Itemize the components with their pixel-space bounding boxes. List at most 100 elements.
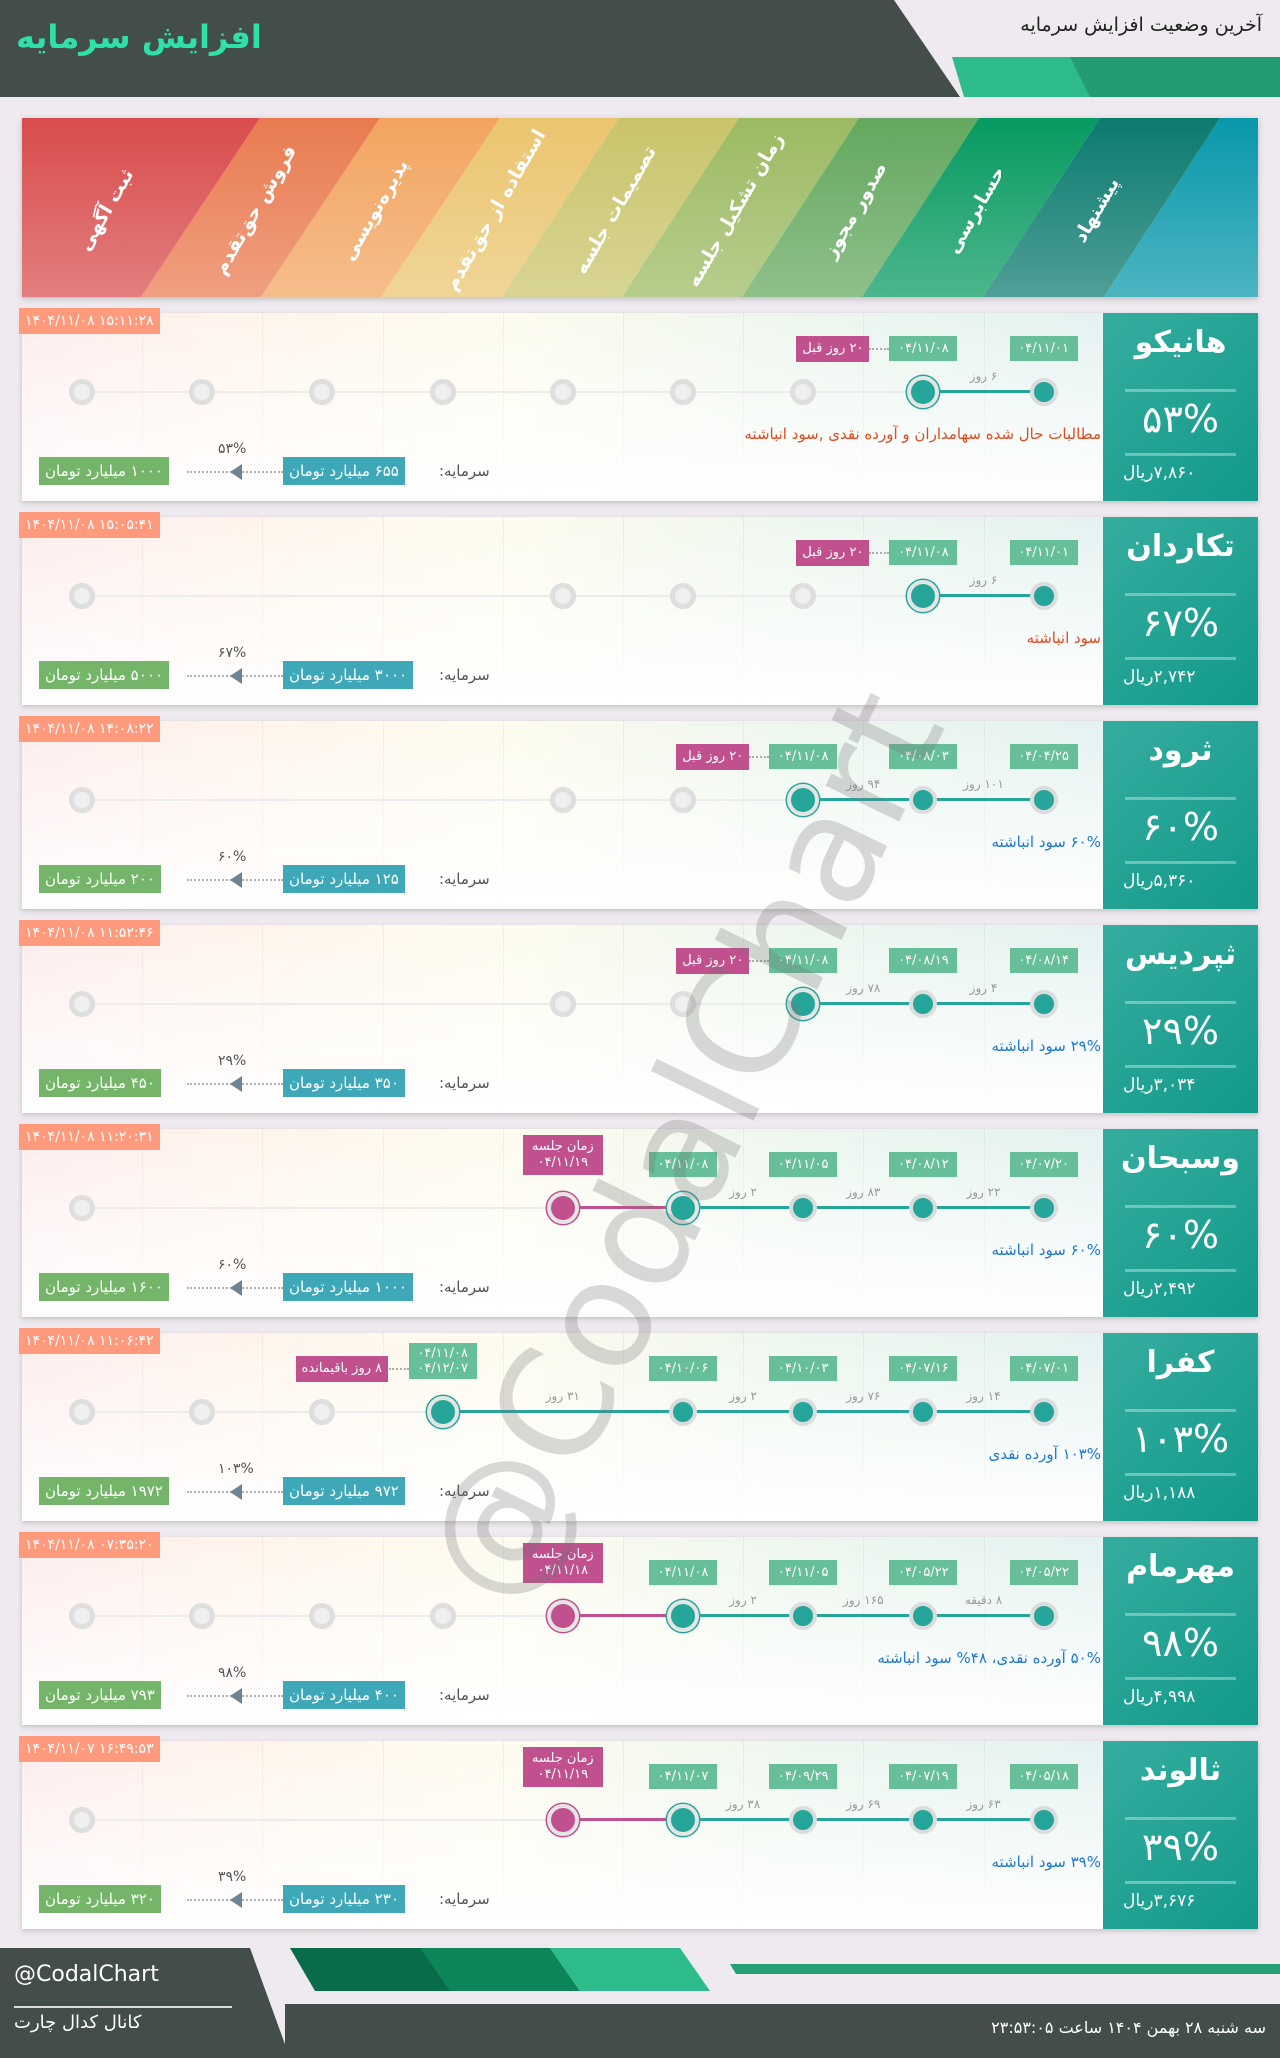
panel-divider [1125,797,1236,800]
stage-date-text: ۰۴/۰۸/۱۹ [898,953,949,968]
stage-date: ۰۴/۱۱/۰۱ [1009,336,1078,361]
timeline-segment [562,1614,683,1617]
days-badge: ۲۰ روز قبل [676,948,750,974]
stage-current-dot [787,784,820,816]
list-item[interactable]: ۰۴/۱۱/۰۸ ۲۰ روز قبل ۰۴/۱۱/۰۱ ۶ روز سود انباش… [19,512,1258,705]
footer-divider [14,2006,232,2008]
panel-divider [1125,1269,1236,1272]
stage-pending-dot [429,1603,456,1629]
stage-done-dot [909,990,938,1018]
funding-source: ۵۰% آورده نقدی، ۴۸% سود انباشته [877,1649,1101,1667]
stage-pending-dot [309,1603,336,1629]
stage-date-text: ۰۴/۰۸/۱۴ [1018,953,1069,968]
current-capital: ۶۵۵ میلیارد تومان [283,457,405,485]
meeting-date-badge: زمان جلسه ۰۴/۱۱/۱۹ [522,1135,603,1175]
panel-divider [1125,1613,1236,1616]
timestamp-badge: ۱۴۰۴/۱۱/۰۸ ۰۷:۳۵:۲۰ [19,1532,160,1558]
footer-channel: کانال کدال چارت [14,2012,142,2033]
stage-gap-label: ۲ روز [729,1389,757,1403]
symbol-name[interactable]: ثپردیس [1124,937,1237,972]
stage-date: ۰۴/۰۴/۲۵ [1009,744,1078,769]
meeting-date-badge: زمان جلسه ۰۴/۱۱/۱۸ [522,1543,603,1583]
panel-divider [1125,1817,1236,1820]
stage-date: ۰۴/۰۸/۰۳ [889,744,958,769]
increase-percent-large: ۶۰% [1142,1213,1219,1257]
symbol-name[interactable]: ثالوند [1139,1753,1222,1788]
timestamp-badge: ۱۴۰۴/۱۱/۰۸ ۱۴:۰۸:۲۲ [19,716,160,742]
capital-label: سرمایه: [439,1686,490,1704]
symbol-name[interactable]: تکاردان [1126,529,1235,564]
symbol-panel: تکاردان ۶۷% ۲,۷۴۲ریال [1103,517,1258,705]
stage-pending-dot [549,583,576,609]
stage-date: ۰۴/۱۰/۰۶ [649,1356,717,1381]
meeting-date: ۰۴/۱۱/۱۹ [537,1155,589,1170]
timeline-segment [923,1206,1044,1209]
share-price: ۱,۱۸۸ریال [1123,1483,1196,1503]
share-price: ۲,۴۹۲ریال [1123,1279,1196,1299]
capital-label: سرمایه: [439,462,490,480]
panel-divider [1125,657,1236,660]
stage-meeting-dot [546,1192,579,1224]
stage-gap-label: ۲ روز [729,1185,757,1199]
days-badge: ۲۰ روز قبل [676,744,750,770]
current-capital: ۱۲۵ میلیارد تومان [283,865,405,893]
list-item[interactable]: زمان جلسه ۰۴/۱۱/۱۹ ۰۴/۱۱/۰۸ ۰۴/۱۱/۰۵ ۰۴/۰۸/۱… [19,1124,1258,1317]
timeline-segment [923,390,1044,393]
stage-done-dot [1029,1602,1058,1630]
stage-done-dot [909,786,938,814]
list-item[interactable]: ۰۴/۱۱/۰۸ ۲۰ روز قبل ۰۴/۰۸/۱۹ ۰۴/۰۸/۱۴ ۴ روز ۷… [19,920,1258,1113]
list-item[interactable]: زمان جلسه ۰۴/۱۱/۱۸ ۰۴/۱۱/۰۸ ۰۴/۱۱/۰۵ ۰۴/۰۵/۲… [19,1532,1258,1725]
target-capital: ۷۹۳ میلیارد تومان [39,1681,161,1709]
arrow-left-icon [230,464,242,480]
timeline-segment [923,594,1044,597]
timestamp-badge: ۱۴۰۴/۱۱/۰۸ ۱۵:۱۱:۲۸ [19,308,160,334]
arrow-left-icon [230,1280,242,1296]
target-capital: ۱۹۷۲ میلیارد تومان [39,1477,169,1505]
timeline-segment [803,1818,924,1821]
increase-percent: ۶۷% [218,645,247,661]
stage-current-dot [667,1192,699,1224]
symbol-panel: مهرمام ۹۸% ۴,۹۹۸ریال [1103,1537,1258,1725]
capital-label: سرمایه: [439,1278,490,1296]
stage-pending-dot [670,787,696,813]
stage-date: ۰۴/۱۱/۰۸ [889,336,958,361]
list-item[interactable]: ۰۴/۱۱/۰۸ ۰۴/۱۲/۰۷ ۸ روز باقیمانده ۰۴/۱۰/۰۶ ۰… [19,1328,1258,1521]
symbol-name[interactable]: کفرا [1146,1345,1215,1380]
current-capital: ۴۰۰ میلیارد تومان [283,1681,405,1709]
list-item[interactable]: ۰۴/۱۱/۰۸ ۲۰ روز قبل ۰۴/۱۱/۰۱ ۶ روز مطالبات ح… [19,308,1258,501]
funding-source: ۶۰% سود انباشته [991,833,1101,851]
timestamp-badge: ۱۴۰۴/۱۱/۰۸ ۱۱:۵۲:۴۶ [19,920,160,946]
arrow-left-icon [230,1892,242,1908]
symbol-name[interactable]: مهرمام [1126,1549,1235,1584]
panel-divider [1125,1677,1236,1680]
stage-pending-dot [670,583,696,609]
stage-date-text: ۰۴/۱۱/۰۸ [417,1346,468,1361]
stage-gap-label: ۸ دقیقه [964,1593,1003,1607]
list-item[interactable]: زمان جلسه ۰۴/۱۱/۱۹ ۰۴/۱۱/۰۷ ۰۴/۰۹/۲۹ ۰۴/۰۷/۱… [19,1736,1258,1929]
panel-divider [1125,593,1236,596]
stage-date-text: ۰۴/۱۰/۰۶ [657,1361,709,1376]
stage-gap-label: ۳۱ روز [545,1389,580,1403]
funding-source: ۳۹% سود انباشته [991,1853,1101,1871]
stage-done-dot [1029,990,1058,1018]
increase-percent: ۳۹% [218,1869,247,1885]
stage-date: ۰۴/۰۸/۱۲ [889,1152,958,1177]
badge-connector [869,552,890,554]
stage-done-dot [789,1194,818,1222]
stage-done-dot [1029,1194,1058,1222]
timeline-segment [923,1818,1044,1821]
symbol-name[interactable]: ثرود [1148,733,1213,768]
increase-percent: ۶۰% [218,849,247,865]
current-capital: ۹۷۲ میلیارد تومان [283,1477,405,1505]
list-item[interactable]: ۰۴/۱۱/۰۸ ۲۰ روز قبل ۰۴/۰۸/۰۳ ۰۴/۰۴/۲۵ ۱۰۱ رو… [19,716,1258,909]
share-price: ۲,۷۴۲ریال [1123,667,1196,687]
increase-percent-large: ۶۰% [1142,805,1219,849]
footer-date: سه شنبه ۲۸ بهمن ۱۴۰۴ ساعت ۲۳:۵۳:۰۵ [991,2018,1266,2037]
current-capital: ۱۰۰۰ میلیارد تومان [283,1273,413,1301]
symbol-panel: ثالوند ۳۹% ۳,۶۷۶ریال [1103,1741,1258,1929]
symbol-name[interactable]: وسبحان [1121,1141,1240,1176]
stage-date-text: ۰۴/۰۷/۱۹ [898,1769,949,1784]
badge-connector [749,960,770,962]
current-capital: ۳۵۰ میلیارد تومان [283,1069,405,1097]
symbol-name[interactable]: هانیکو [1134,325,1227,360]
